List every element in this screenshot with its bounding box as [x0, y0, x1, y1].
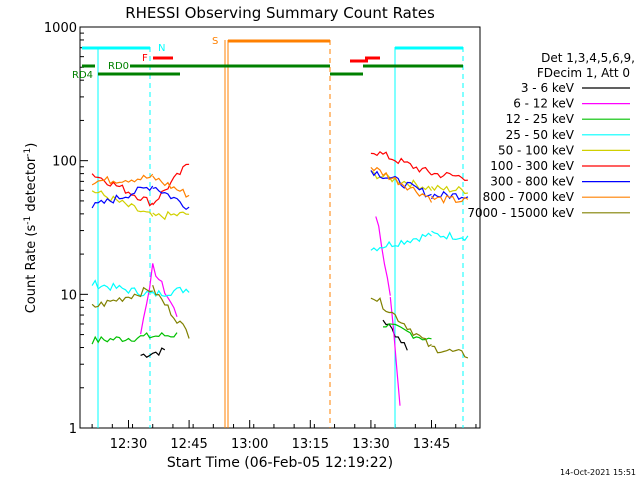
- x-tick-label-4: 13:30: [352, 437, 389, 452]
- annotation-rd4: RD4: [72, 70, 93, 81]
- annotation-rd0: RD0: [108, 61, 129, 72]
- series-group: [91, 150, 469, 406]
- series-line-0: [140, 319, 408, 358]
- chart-title: RHESSI Observing Summary Count Rates: [125, 4, 435, 22]
- legend-header-2: FDecim 1, Att 0: [537, 66, 630, 80]
- legend-label-3: 25 - 50 keV: [506, 128, 575, 142]
- legend-label-7: 800 - 7000 keV: [483, 190, 575, 204]
- y-tick-label-2: 100: [52, 155, 77, 170]
- x-axis-label: Start Time (06-Feb-05 12:19:22): [167, 455, 393, 471]
- annotation-s: S: [212, 36, 218, 47]
- series-line-7: [91, 166, 469, 205]
- legend-header-1: Det 1,3,4,5,6,9,: [541, 51, 635, 65]
- y-tick-label-3: 1000: [44, 21, 77, 36]
- footer-date: 14-Oct-2021 15:51: [560, 468, 636, 477]
- legend-label-2: 12 - 25 keV: [506, 112, 575, 126]
- x-tick-label-2: 13:00: [231, 437, 268, 452]
- series-line-4: [91, 170, 468, 221]
- legend-label-1: 6 - 12 keV: [513, 97, 575, 111]
- legend-label-6: 300 - 800 keV: [490, 175, 574, 189]
- series-line-1: [140, 216, 401, 406]
- y-axis: 1 10 100 1000: [44, 21, 88, 437]
- y-tick-label-0: 1: [69, 422, 77, 437]
- x-tick-label-0: 12:30: [110, 437, 147, 452]
- plot-frame: [79, 26, 481, 429]
- series-line-8: [91, 285, 469, 359]
- annotation-n: N: [158, 43, 165, 54]
- series-line-2: [91, 323, 432, 345]
- series-line-3: [91, 230, 469, 298]
- annotation-f: F: [142, 53, 148, 64]
- x-tick-label-1: 12:45: [170, 437, 207, 452]
- legend-label-4: 50 - 100 keV: [498, 143, 575, 157]
- y-tick-label-1: 10: [60, 288, 77, 303]
- y-axis-label: Count Rate (s-1 detector-1): [23, 143, 39, 314]
- series-line-5: [91, 150, 468, 207]
- x-axis: 12:30 12:45 13:00 13:15 13:30 13:45: [91, 420, 477, 452]
- legend-label-5: 100 - 300 keV: [490, 159, 574, 173]
- legend-label-0: 3 - 6 keV: [521, 81, 575, 95]
- series-line-6: [91, 170, 469, 211]
- legend-label-8: 7000 - 15000 keV: [467, 206, 574, 220]
- x-tick-label-5: 13:45: [413, 437, 450, 452]
- x-tick-label-3: 13:15: [292, 437, 329, 452]
